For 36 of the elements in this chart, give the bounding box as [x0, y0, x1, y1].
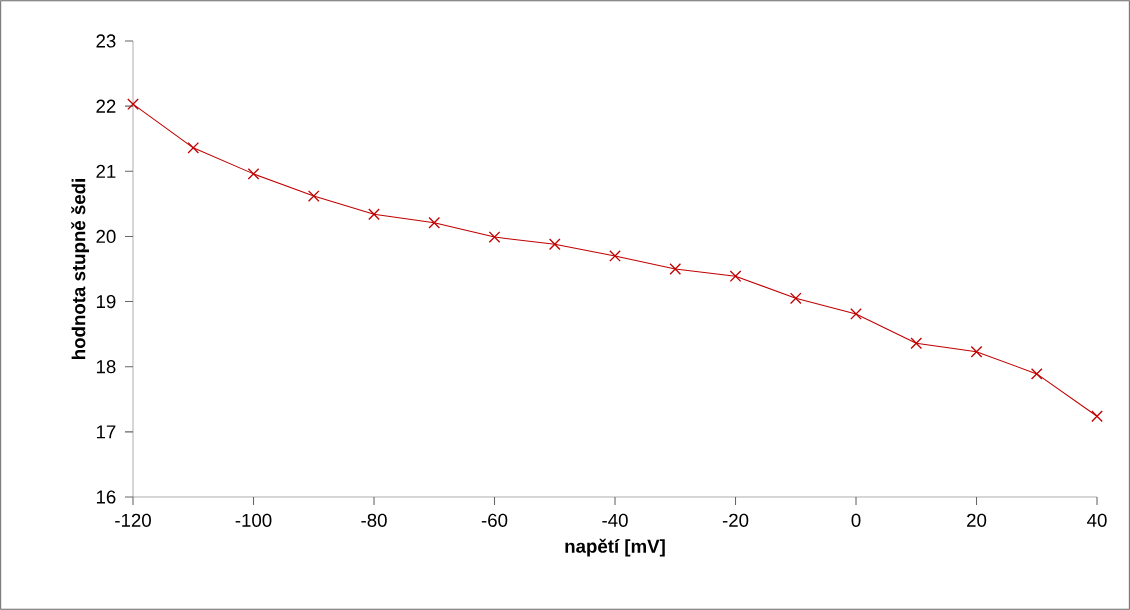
point	[970, 345, 983, 358]
point	[307, 190, 320, 202]
point	[247, 168, 260, 180]
y-tick-label: 22	[96, 99, 116, 113]
point	[669, 263, 682, 275]
point	[548, 238, 561, 251]
y-tick-label: 16	[96, 490, 116, 504]
y-tick-label: 21	[96, 164, 116, 178]
x-tick-label: -80	[361, 513, 387, 527]
point	[910, 337, 923, 350]
y-tick-label: 18	[96, 360, 116, 374]
x-tick-label: 0	[851, 513, 861, 527]
x-tick-label: -120	[115, 513, 151, 527]
point	[850, 308, 862, 320]
x-tick-label: -100	[235, 513, 272, 527]
point	[488, 231, 501, 243]
y-tick-label: 23	[96, 34, 116, 48]
point	[368, 208, 380, 221]
point	[729, 270, 742, 283]
x-tick-label: -40	[602, 513, 628, 527]
x-tick-label: 20	[967, 513, 987, 527]
x-tick-label: 40	[1087, 513, 1107, 527]
point	[789, 292, 802, 305]
point	[1030, 368, 1043, 380]
x-axis-title: napětí [mV]	[565, 538, 665, 557]
y-axis-title: hodnota stupně šedi	[71, 179, 90, 359]
x-tick-label: -60	[481, 513, 508, 527]
y-tick-label: 17	[96, 425, 116, 439]
point	[609, 250, 621, 262]
point	[127, 98, 139, 111]
point	[428, 216, 441, 229]
y-tick-label: 19	[96, 294, 116, 309]
point	[1091, 410, 1103, 423]
x-tick-label: -20	[722, 513, 749, 527]
point	[187, 141, 200, 154]
y-tick-label: 20	[96, 229, 116, 244]
